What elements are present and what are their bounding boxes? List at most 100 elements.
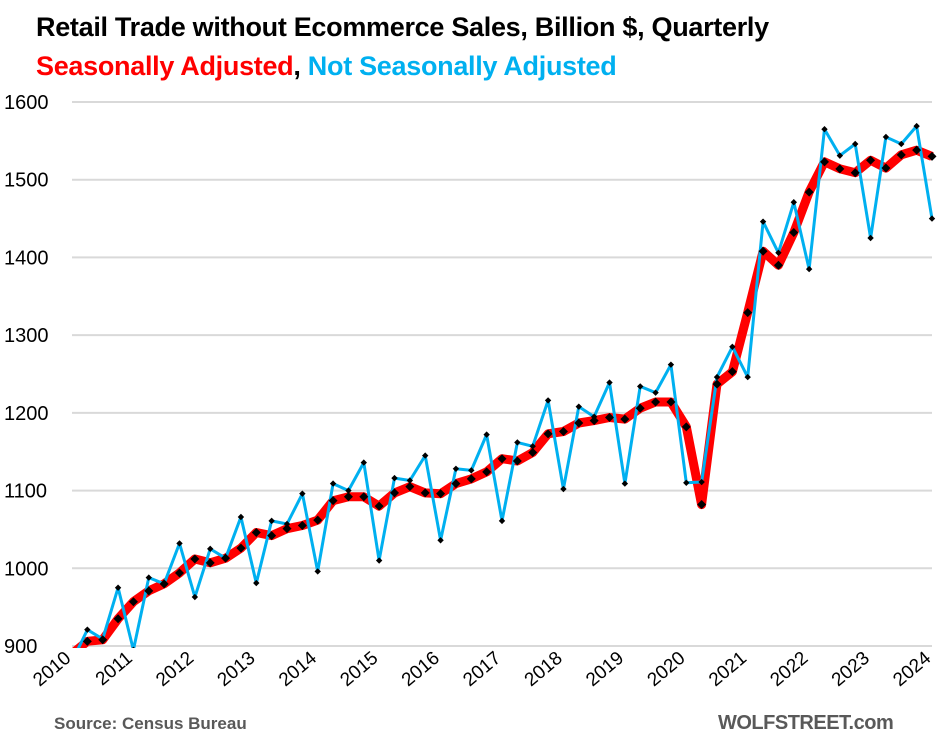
data-point-nsa xyxy=(468,467,475,474)
data-point-sa xyxy=(804,187,814,197)
data-point-nsa xyxy=(345,487,352,494)
data-point-sa xyxy=(635,403,645,413)
gridlines xyxy=(72,101,932,647)
data-point-nsa xyxy=(452,465,460,473)
x-tick-label: 2022 xyxy=(766,648,812,691)
data-point-nsa xyxy=(514,439,521,446)
y-tick-label: 1000 xyxy=(4,558,49,580)
data-point-sa xyxy=(743,308,753,318)
data-point-sa xyxy=(343,492,353,502)
data-point-sa xyxy=(313,515,323,525)
x-tick-label: 2018 xyxy=(521,648,567,691)
data-point-nsa xyxy=(191,593,199,601)
data-point-sa xyxy=(881,163,891,173)
data-point-nsa xyxy=(329,480,337,487)
data-point-nsa xyxy=(928,215,936,222)
x-tick-label: 2021 xyxy=(705,648,751,691)
chart-subtitle: Seasonally Adjusted, Not Seasonally Adju… xyxy=(36,51,617,82)
x-tick-label: 2023 xyxy=(828,648,874,691)
x-tick-label: 2014 xyxy=(275,647,321,691)
data-point-nsa xyxy=(713,373,721,381)
x-tick-label: 2016 xyxy=(398,648,444,691)
data-point-nsa xyxy=(821,126,828,133)
data-point-nsa xyxy=(253,579,260,587)
data-point-sa xyxy=(789,228,799,238)
data-point-nsa xyxy=(790,199,797,206)
data-point-sa xyxy=(390,488,399,498)
x-tick-label: 2019 xyxy=(582,648,628,691)
x-tick-label: 2024 xyxy=(889,647,935,691)
plot-area xyxy=(72,122,937,648)
subtitle-not-seasonally-adjusted: Not Seasonally Adjusted xyxy=(307,51,617,81)
data-point-sa xyxy=(605,413,614,423)
y-tick-label: 1200 xyxy=(4,403,49,425)
data-point-sa xyxy=(113,614,123,624)
data-point-sa xyxy=(512,456,522,466)
data-point-nsa xyxy=(268,517,275,525)
data-point-nsa xyxy=(544,397,552,404)
data-point-nsa xyxy=(590,413,598,420)
data-point-nsa xyxy=(114,584,122,591)
x-tick-label: 2011 xyxy=(92,648,137,690)
data-point-sa xyxy=(128,597,138,607)
data-point-nsa xyxy=(145,574,152,581)
data-point-sa xyxy=(620,414,630,424)
x-tick-label: 2015 xyxy=(336,648,382,691)
data-point-sa xyxy=(758,246,768,256)
data-point-sa xyxy=(466,474,476,484)
data-point-nsa xyxy=(775,249,782,256)
data-point-nsa xyxy=(621,480,629,487)
data-point-sa xyxy=(236,543,246,553)
data-point-sa xyxy=(482,467,492,477)
data-point-sa xyxy=(697,500,707,510)
data-point-sa xyxy=(850,168,860,178)
data-point-sa xyxy=(497,454,507,464)
x-tick-label: 2017 xyxy=(459,648,505,691)
data-point-nsa xyxy=(913,122,920,130)
data-point-sa xyxy=(190,554,200,564)
data-point-nsa xyxy=(160,580,168,588)
source-note: Source: Census Bureau xyxy=(54,714,247,733)
data-point-nsa xyxy=(729,343,736,350)
data-point-sa xyxy=(451,479,461,489)
data-point-sa xyxy=(528,447,538,457)
data-point-sa xyxy=(175,568,184,578)
data-point-sa xyxy=(297,521,307,531)
data-point-sa xyxy=(420,488,430,498)
data-point-sa xyxy=(912,145,922,155)
x-axis-ticks: 2010 2011 2012 2013 2014 2015 2016 2017 2018 2019… xyxy=(29,647,935,691)
data-point-sa xyxy=(251,528,261,538)
data-point-sa xyxy=(436,489,446,499)
data-point-sa xyxy=(896,150,906,160)
data-point-nsa xyxy=(652,389,659,396)
data-point-sa xyxy=(666,397,676,407)
data-point-nsa xyxy=(637,383,644,390)
subtitle-separator: , xyxy=(293,51,308,81)
data-point-nsa xyxy=(529,443,536,450)
data-point-sa xyxy=(927,151,937,161)
data-point-nsa xyxy=(222,554,229,562)
data-point-sa xyxy=(543,429,553,439)
y-tick-label: 1100 xyxy=(4,481,47,503)
data-point-nsa xyxy=(867,234,874,242)
data-point-nsa xyxy=(406,477,414,484)
data-point-nsa xyxy=(84,626,91,633)
data-point-nsa xyxy=(759,218,767,225)
data-point-nsa xyxy=(836,152,844,159)
data-point-nsa xyxy=(575,403,582,410)
data-point-nsa xyxy=(898,140,905,148)
data-point-nsa xyxy=(314,568,321,575)
data-point-nsa xyxy=(882,133,890,141)
data-point-nsa xyxy=(560,485,567,493)
data-point-nsa xyxy=(207,545,214,553)
data-point-sa xyxy=(558,427,568,437)
data-point-nsa xyxy=(360,459,367,466)
brand-watermark: WOLFSTREET.com xyxy=(718,712,894,734)
data-point-nsa xyxy=(375,557,383,564)
chart-title: Retail Trade without Ecommerce Sales, Bi… xyxy=(36,12,769,42)
y-tick-label: 1500 xyxy=(4,170,49,192)
data-point-nsa xyxy=(744,373,751,381)
x-tick-label: 2012 xyxy=(152,648,198,691)
data-point-nsa xyxy=(483,431,490,438)
